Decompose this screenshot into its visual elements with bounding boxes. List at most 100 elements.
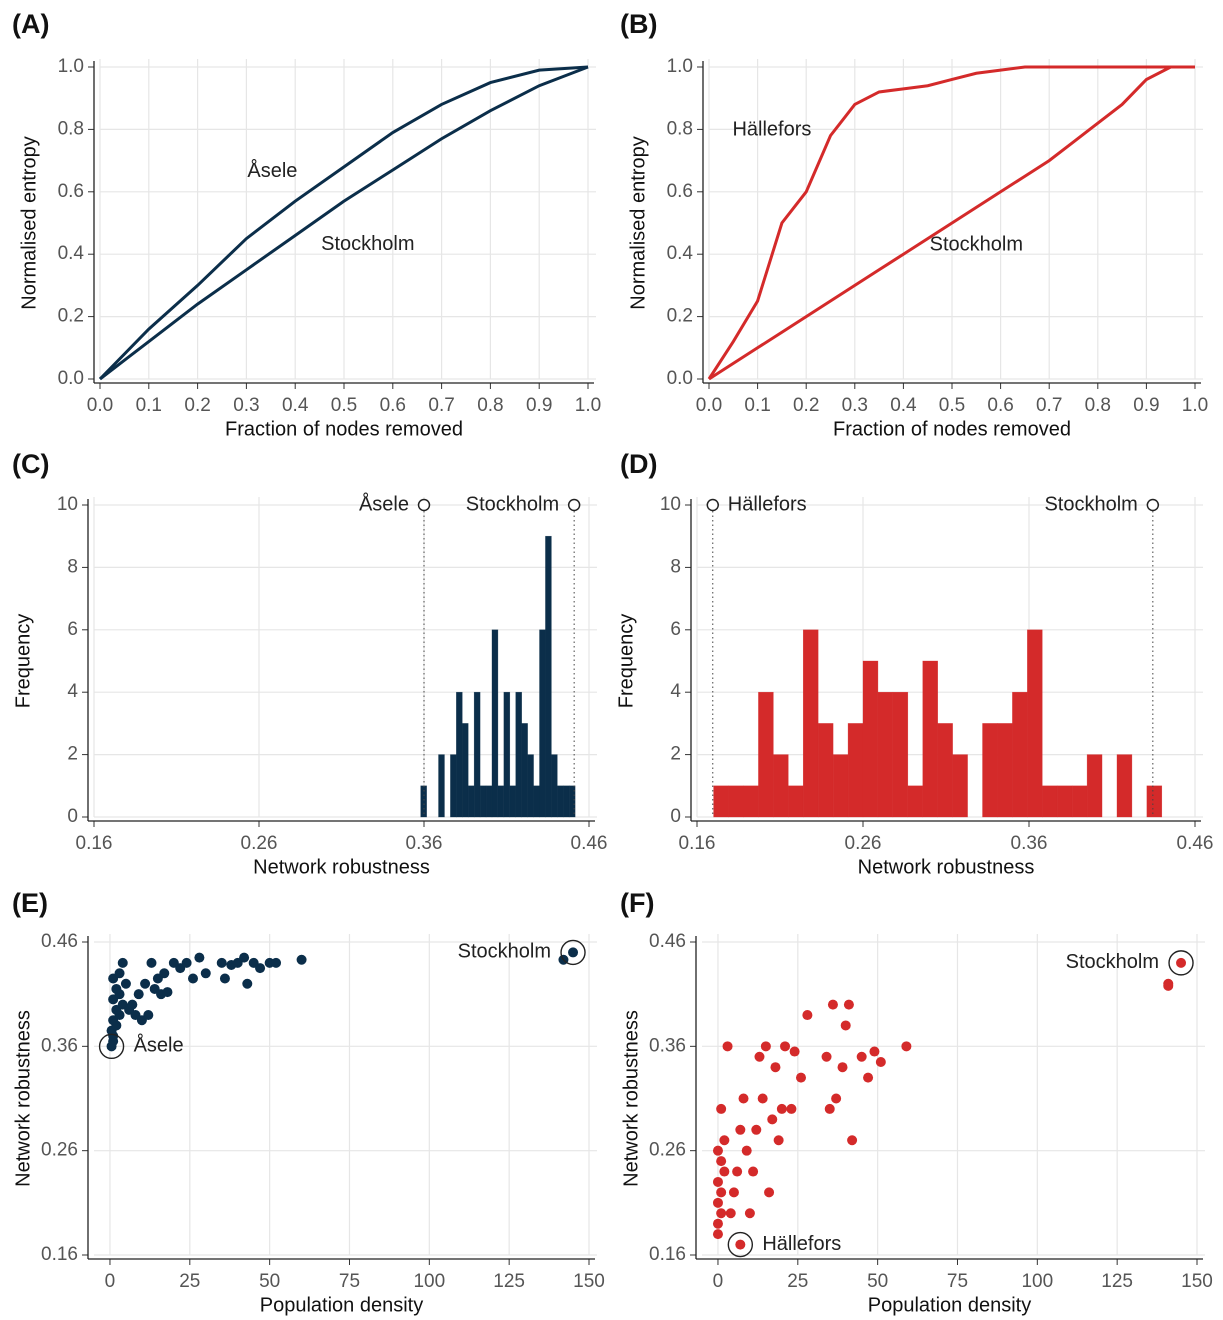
point — [712, 1176, 723, 1187]
x-tick-label: 100 — [413, 1271, 445, 1292]
x-tick-label: 0.8 — [1085, 395, 1111, 416]
bar — [922, 660, 938, 818]
panel-label: (D) — [620, 449, 657, 479]
y-tick-label: 4 — [67, 681, 78, 702]
y-tick-label: 0.46 — [41, 931, 78, 952]
y-tick-label: 0.36 — [649, 1035, 686, 1056]
bar — [832, 754, 849, 818]
series-label: Stockholm — [321, 233, 414, 255]
x-tick-label: 0.1 — [744, 395, 770, 416]
marker-label: Åsele — [359, 492, 409, 515]
point — [767, 1114, 778, 1125]
x-tick-label: 0.4 — [282, 395, 309, 416]
point — [1163, 980, 1174, 991]
point — [568, 947, 579, 958]
y-tick-label: 0.2 — [667, 306, 693, 327]
point — [114, 968, 125, 979]
x-tick-label: 0.36 — [406, 833, 443, 854]
point — [716, 1103, 727, 1114]
point — [780, 1041, 791, 1052]
x-tick-label: 0.3 — [233, 395, 259, 416]
bar — [563, 785, 570, 818]
x-tick-label: 150 — [1181, 1271, 1213, 1292]
point — [719, 1135, 730, 1146]
point — [242, 978, 253, 989]
point — [725, 1208, 736, 1219]
point-label: Stockholm — [458, 941, 551, 963]
bar — [1042, 785, 1058, 818]
point — [796, 1072, 806, 1083]
bar — [450, 754, 457, 818]
marker-point — [1146, 498, 1160, 512]
point — [821, 1051, 832, 1062]
point-label: Stockholm — [1066, 951, 1159, 973]
marker-label: Stockholm — [466, 493, 559, 515]
x-tick-label: 50 — [867, 1271, 888, 1292]
x-tick-label: 0.2 — [184, 395, 210, 416]
y-tick-label: 0.26 — [41, 1140, 78, 1161]
highlight-ring — [98, 1033, 125, 1060]
bar — [982, 723, 998, 818]
bar — [1071, 785, 1088, 818]
bar — [533, 785, 540, 818]
point — [216, 957, 227, 968]
bar — [1086, 754, 1103, 818]
y-tick-label: 0.6 — [58, 181, 84, 202]
y-tick-label: 0.4 — [58, 243, 85, 264]
y-tick-label: 6 — [670, 619, 681, 640]
bar — [817, 723, 834, 818]
point — [776, 1103, 787, 1114]
y-axis-title: Network robustness — [620, 1010, 642, 1187]
bar — [527, 754, 534, 818]
y-tick-label: 0.2 — [58, 306, 84, 327]
bar — [1012, 691, 1028, 818]
bar — [503, 691, 511, 818]
y-axis-title: Frequency — [615, 614, 637, 709]
bar — [467, 785, 475, 818]
point — [200, 968, 211, 979]
point — [875, 1056, 886, 1067]
bar — [713, 785, 729, 818]
point — [712, 1229, 723, 1240]
point — [140, 978, 151, 989]
x-tick-label: 0.0 — [696, 395, 722, 416]
point — [712, 1218, 723, 1229]
highlight-ring — [1168, 950, 1194, 976]
panel: (B) 0.0 0.1 0.2 0.3 0.4 0.5 0.6 0.7 0.8 0.9 1.0 0.0 0… — [620, 9, 1208, 440]
y-tick-label: 10 — [660, 494, 681, 515]
bar — [539, 629, 546, 818]
panel-label: (B) — [620, 9, 657, 39]
y-tick-label: 0.8 — [58, 118, 84, 139]
x-tick-label: 0.46 — [1177, 833, 1214, 854]
point — [824, 1103, 835, 1114]
point — [127, 999, 138, 1010]
bar — [937, 723, 953, 818]
x-tick-label: 1.0 — [1182, 395, 1208, 416]
bar — [515, 691, 522, 818]
bar — [485, 785, 493, 818]
y-tick-label: 0 — [670, 806, 681, 827]
point — [837, 1062, 848, 1073]
x-tick-label: 0.0 — [87, 395, 113, 416]
x-tick-label: 0.16 — [76, 833, 113, 854]
point — [719, 1166, 730, 1177]
x-tick-label: 0.5 — [331, 395, 357, 416]
y-tick-label: 2 — [67, 744, 78, 765]
point — [296, 954, 307, 965]
y-tick-label: 0.4 — [667, 243, 694, 264]
bar — [802, 629, 819, 818]
bar — [557, 785, 564, 818]
bar — [1056, 785, 1073, 818]
point — [712, 1145, 723, 1156]
marker-point — [567, 498, 581, 512]
bar — [479, 785, 487, 818]
point — [827, 999, 838, 1010]
series-label: Stockholm — [930, 234, 1023, 256]
y-tick-label: 0.26 — [649, 1140, 686, 1161]
point — [757, 1093, 768, 1104]
point — [194, 952, 205, 963]
x-tick-label: 0.26 — [241, 833, 278, 854]
point — [741, 1145, 752, 1156]
